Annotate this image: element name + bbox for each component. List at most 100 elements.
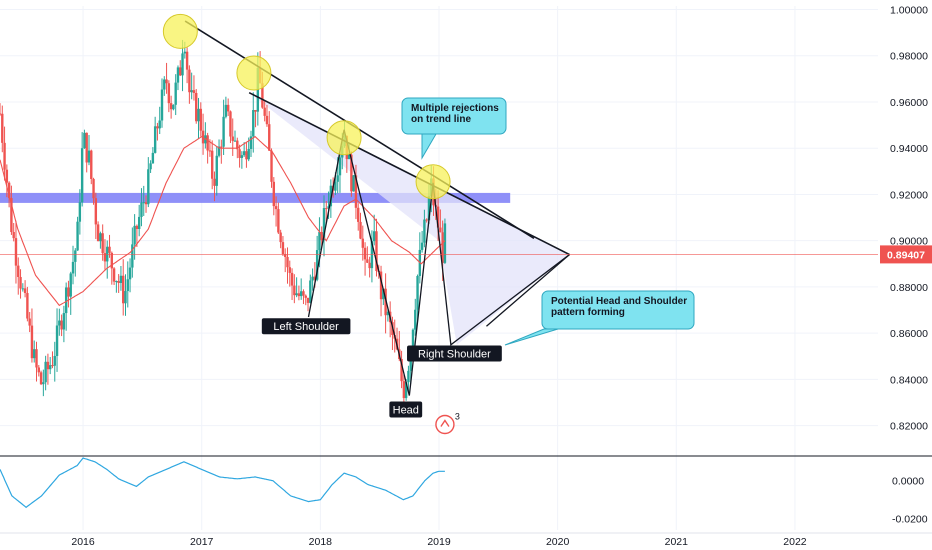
trend-line <box>248 91 570 256</box>
candle-body <box>320 232 323 241</box>
candle-body <box>443 223 447 263</box>
candle-body <box>213 178 216 186</box>
annotation-tag <box>407 345 502 362</box>
price-tick: 0.88000 <box>890 282 928 294</box>
candle-body <box>21 288 25 290</box>
time-tick: 2022 <box>783 536 807 548</box>
time-tick: 2018 <box>309 536 333 548</box>
oscillator-tick: 0.0000 <box>892 476 924 488</box>
candle-body <box>78 202 82 222</box>
candle-body <box>151 152 155 164</box>
candle-body <box>402 381 406 399</box>
candle-body <box>265 115 269 125</box>
candle-body <box>58 320 61 326</box>
candle-body <box>299 291 303 297</box>
annotation-label-head: Head <box>393 404 419 416</box>
candle-body <box>224 104 228 117</box>
candle-body <box>119 275 123 283</box>
candle-body <box>48 365 52 370</box>
candle-body <box>110 252 114 269</box>
candle-body <box>90 150 93 179</box>
price-tick: 0.94000 <box>890 143 928 155</box>
candle-body <box>67 287 70 297</box>
candle-body <box>254 110 257 112</box>
candle-body <box>137 216 141 230</box>
candle-body <box>274 206 278 210</box>
callout-text-rejections: Multiple rejections <box>411 103 499 114</box>
candle-body <box>33 349 36 359</box>
candle-body <box>190 90 193 93</box>
candle-body <box>181 53 184 76</box>
rejection-highlight <box>415 164 451 200</box>
candle-body <box>361 238 364 248</box>
candle-body <box>76 221 79 251</box>
candle-body <box>268 124 271 151</box>
rejection-highlight <box>162 13 198 49</box>
candle-body <box>1 113 4 143</box>
candle-body <box>249 136 253 149</box>
candle-body <box>427 195 431 221</box>
candle-body <box>306 297 310 303</box>
annotation-tag <box>261 318 351 335</box>
candle-body <box>60 320 63 330</box>
candle-body <box>126 279 129 292</box>
rejection-highlight <box>236 55 272 91</box>
candle-body <box>158 120 161 129</box>
candle-body <box>354 175 358 208</box>
candle-body <box>286 256 289 268</box>
annotations: Left Shoulder Head Right Shoulder <box>261 318 502 418</box>
candle-body <box>302 291 305 296</box>
oscillator-line <box>0 457 445 509</box>
candle-body <box>55 325 59 356</box>
time-axis: 2016 2017 2018 2019 2020 2021 2022 <box>71 536 806 548</box>
candle-body <box>366 259 369 263</box>
candle-body <box>272 181 276 207</box>
candle-body <box>352 175 355 192</box>
candle-body <box>147 169 150 205</box>
current-price-line: 0.89407 <box>0 245 932 264</box>
candle-body <box>62 313 66 330</box>
candle-body <box>375 231 378 272</box>
horizontal-zone <box>0 192 511 203</box>
candle-body <box>439 227 442 233</box>
candle-body <box>135 225 139 230</box>
candle-body <box>115 281 118 283</box>
candle-body <box>26 293 29 319</box>
time-tick: 2017 <box>190 536 214 548</box>
candle-body <box>368 262 371 269</box>
moving-average <box>0 135 446 307</box>
candle-body <box>199 108 202 131</box>
oscillator: 0.0000 -0.0200 <box>0 457 928 526</box>
callout-tail <box>421 133 437 160</box>
candle-body <box>185 51 189 70</box>
candle-body <box>284 254 287 257</box>
ma-line <box>0 135 446 307</box>
candle-body <box>238 149 241 158</box>
candle-body <box>288 267 291 273</box>
candle-body <box>247 148 250 160</box>
candle-body <box>197 108 200 122</box>
candle-body <box>379 271 383 300</box>
time-tick: 2020 <box>546 536 570 548</box>
candle-body <box>5 169 9 183</box>
candle-body <box>0 113 2 115</box>
candle-body <box>169 103 173 110</box>
candle-body <box>128 267 132 280</box>
candle-body <box>64 287 68 314</box>
candle-body <box>279 232 282 243</box>
candle-body <box>85 132 88 163</box>
candle-body <box>53 355 56 366</box>
candle-body <box>92 178 95 199</box>
candle-body <box>420 242 424 250</box>
candle-body <box>372 231 376 242</box>
candle-body <box>108 246 111 253</box>
projection-line <box>486 254 570 327</box>
candle-body <box>87 150 91 163</box>
candle-body <box>245 151 248 160</box>
candle-body <box>12 232 15 239</box>
candle-body <box>71 261 75 274</box>
annotation-tag <box>389 401 423 418</box>
candle-body <box>7 182 11 199</box>
candle-body <box>400 358 403 382</box>
